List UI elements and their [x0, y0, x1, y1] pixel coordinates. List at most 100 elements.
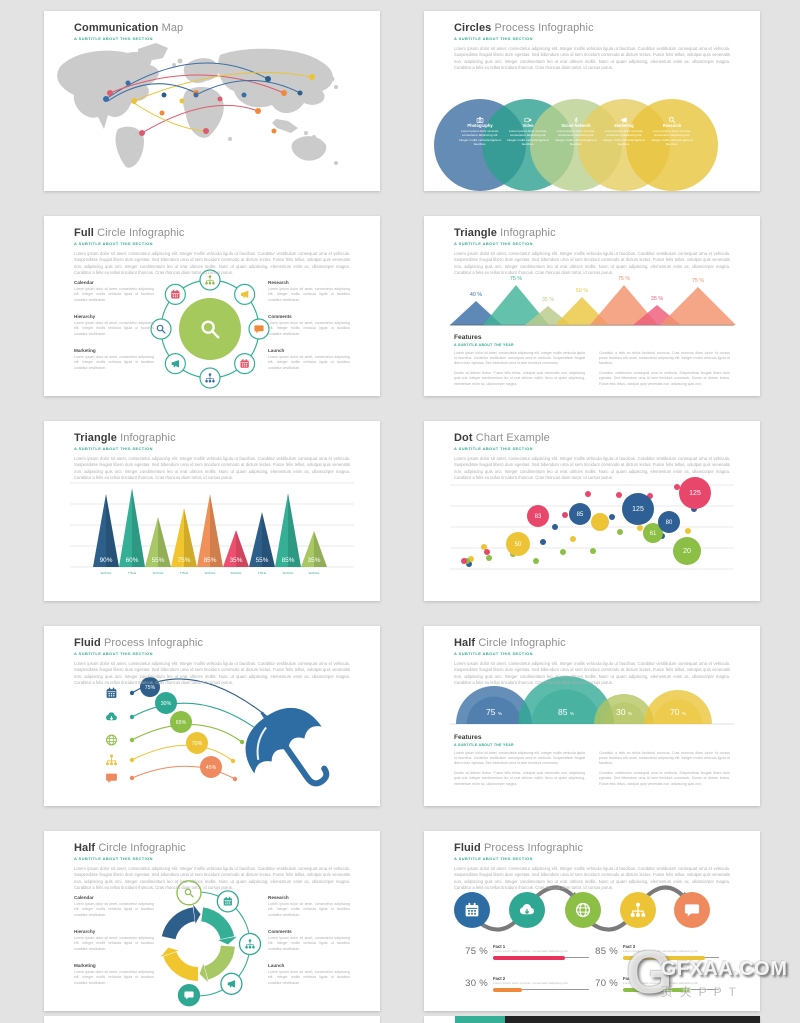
percent-bubble: [170, 711, 192, 733]
slide-dot-chart[interactable]: Dot Chart Example A SUBTITLE ABOUT THIS …: [424, 421, 760, 601]
fluid-arcs: 75% 30% 65% 70% 45%: [105, 677, 330, 787]
calendar-icon: [240, 359, 249, 368]
next-row-slide-left[interactable]: [44, 1016, 380, 1023]
fact-text: Lorem ipsum dolor sit amet, consectetur …: [623, 949, 699, 953]
slide-circles-process[interactable]: Circles Process Infographic A SUBTITLE A…: [424, 11, 760, 191]
bubble: [569, 503, 591, 525]
triangle-percent: 85%: [204, 557, 217, 564]
slide-title: Half Circle Infographic: [74, 842, 350, 854]
donut-arrow: [160, 947, 179, 957]
bubble: [527, 505, 549, 527]
venn-item-text: Lorem ipsum dolor sit amet, consectetur …: [458, 129, 502, 146]
triangle-label: SOCIAL: [282, 571, 293, 575]
triangle: [223, 530, 249, 567]
slide-subtitle: A SUBTITLE ABOUT THIS SECTION: [74, 856, 153, 861]
slide-title: Fluid Process Infographic: [74, 637, 350, 649]
slide-title: Half Circle Infographic: [454, 637, 730, 649]
process-flow: [454, 885, 710, 932]
bubble-value: 20: [683, 548, 691, 555]
cloud-icon: [519, 904, 535, 915]
slide-triangle-infographic-2[interactable]: Triangle Infographic A SUBTITLE ABOUT TH…: [44, 421, 380, 601]
triangle-label: TITLE: [258, 571, 266, 575]
map-node: [281, 90, 287, 96]
map-node: [217, 96, 223, 102]
comment-icon: [254, 325, 264, 334]
next-row-slide-right[interactable]: [424, 1016, 760, 1023]
features-title: Features: [454, 734, 482, 741]
triangle-percent: 35 %: [651, 296, 663, 302]
bubble: [637, 525, 643, 531]
slide-subtitle: A SUBTITLE ABOUT THIS SECTION: [74, 651, 153, 656]
label-launch: Launch Lorem ipsum dolor sit amet, consec…: [268, 348, 350, 370]
venn-circles-graphic: [424, 11, 760, 191]
slide-triangle-infographic-1[interactable]: Triangle Infographic A SUBTITLE ABOUT TH…: [424, 216, 760, 396]
triangle-shade: [262, 512, 275, 567]
bubble: [609, 514, 615, 520]
map-node: [159, 110, 165, 116]
fact-bar: [623, 987, 719, 992]
title-light: Process Infographic: [483, 842, 584, 854]
title-bold: Half: [454, 637, 476, 649]
slide-fluid-process-umbrella[interactable]: Fluid Process Infographic A SUBTITLE ABO…: [44, 626, 380, 806]
process-arrow: [644, 885, 684, 899]
comment-icon: [684, 904, 700, 917]
title-bold: Fluid: [74, 637, 101, 649]
venn-item: Photography Lorem ipsum dolor sit amet, c…: [457, 111, 503, 146]
fact-4: 70 % Fact 4 Lorem ipsum dolor sit amet, c…: [592, 976, 720, 992]
slide-title: Triangle Infographic: [74, 432, 350, 444]
connection-arc: [141, 104, 259, 134]
venn-item: Video Lorem ipsum dolor sit amet, consect…: [505, 111, 551, 146]
slide-accent: [455, 1016, 505, 1023]
connection-arc: [109, 74, 285, 94]
slide-body-text: Lorem ipsum dolor sit amet, consectetur …: [74, 660, 350, 686]
slide-half-circle-wheel[interactable]: Half Circle Infographic A SUBTITLE ABOUT…: [44, 831, 380, 1011]
donut-arrow: [193, 904, 201, 924]
half-circle: [518, 676, 614, 724]
venn-item-label: Marketing: [614, 122, 634, 128]
triangle: [660, 287, 736, 325]
half-circle-percent: 30 %: [616, 707, 632, 717]
title-light: Process Infographic: [494, 22, 594, 34]
triangle-percent: 40 %: [470, 292, 482, 298]
connection-arc: [107, 83, 197, 102]
triangle: [197, 494, 223, 567]
bubble: [484, 549, 490, 555]
half-circle: [456, 686, 532, 724]
percent-value: 75%: [145, 685, 156, 691]
slide-full-circle[interactable]: Full Circle Infographic A SUBTITLE ABOUT…: [44, 216, 380, 396]
video-icon: [524, 117, 532, 123]
venn-item-label: Social Network: [561, 122, 591, 128]
bubble-value: 125: [632, 506, 644, 513]
facebook-icon: [574, 117, 578, 123]
map-node: [271, 128, 277, 134]
title-light: Circle Infographic: [98, 842, 186, 854]
fact-bar: [493, 955, 589, 960]
slide-fluid-process-steps[interactable]: Fluid Process Infographic A SUBTITLE ABO…: [424, 831, 760, 1011]
slide-communication-map[interactable]: Communication Map A SUBTITLE ABOUT THIS …: [44, 11, 380, 191]
bubble: [658, 511, 680, 533]
title-light: Infographic: [500, 227, 556, 239]
fact-2: 30 % Fact 2 Lorem ipsum dolor sit amet, c…: [462, 976, 590, 992]
label-hierarchy: Hierarchy Lorem ipsum dolor sit amet, con…: [74, 929, 154, 951]
fact-bar: [493, 987, 589, 992]
bubble: [570, 536, 576, 542]
label-marketing: Marketing Lorem ipsum dolor sit amet, con…: [74, 348, 154, 370]
umbrella-arcs-graphic: 75% 30% 65% 70% 45%: [44, 626, 380, 806]
percent-bubble: [200, 756, 222, 778]
slide-half-circle-chart[interactable]: Half Circle Infographic A SUBTITLE ABOUT…: [424, 626, 760, 806]
features-subtitle: A SUBTITLE ABOUT THE YEAR: [454, 342, 514, 347]
map-node: [255, 108, 261, 114]
title-light: Process Infographic: [103, 637, 204, 649]
search-icon: [184, 888, 194, 898]
triangle-shade: [132, 488, 145, 567]
camera-icon: [476, 117, 484, 123]
triangle-shade: [184, 508, 197, 567]
arc-node: [176, 880, 202, 906]
map-node: [161, 92, 167, 98]
donut-segment: [163, 951, 199, 981]
connection-arc: [105, 62, 269, 100]
process-arrow: [589, 919, 629, 932]
venn-item-text: Lorem ipsum dolor sit amet, consectetur …: [554, 129, 598, 146]
slide-header: Triangle Infographic A SUBTITLE ABOUT TH…: [74, 432, 350, 482]
slide-header: Half Circle Infographic A SUBTITLE ABOUT…: [74, 842, 350, 892]
